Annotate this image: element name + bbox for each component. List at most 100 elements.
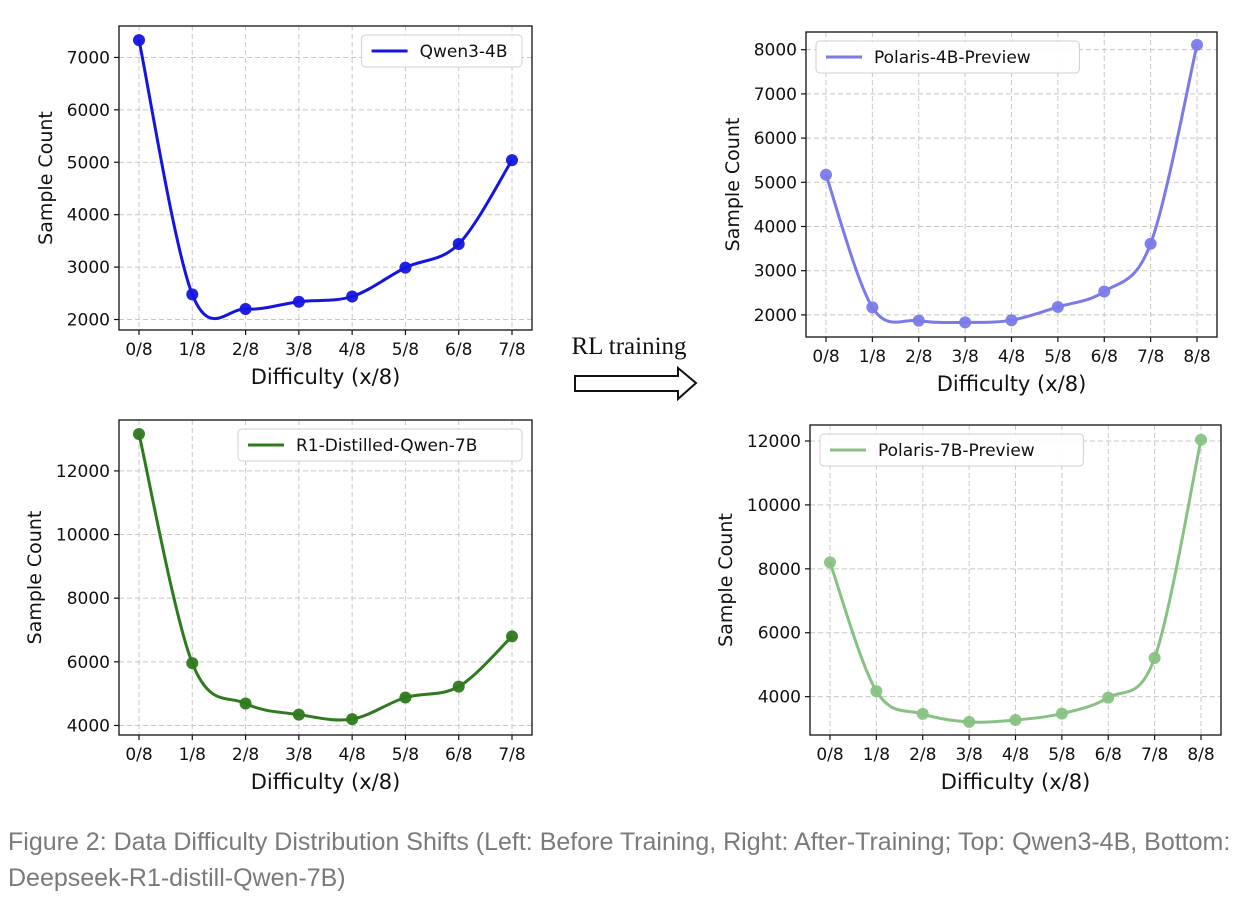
x-tick-label: 2/8 (909, 745, 936, 765)
chart-polaris-4b-preview: 0/8 1/8 2/8 3/8 4/8 5/8 6/8 7/8 8/8 2000 3000 4000 5… (722, 31, 1218, 396)
y-tick-label: 4000 (754, 217, 797, 237)
legend-box (361, 34, 523, 68)
y-tick-label: 6000 (67, 101, 110, 121)
y-tick-label: 3000 (67, 258, 110, 278)
legend-box (819, 433, 1084, 467)
x-tick-label: 6/8 (445, 340, 472, 360)
data-point (1005, 314, 1018, 327)
data-point (820, 168, 832, 181)
data-point (824, 556, 836, 569)
x-tick-label: 5/8 (392, 745, 419, 765)
x-tick-label: 3/8 (285, 745, 312, 765)
x-tick-label: 0/8 (125, 340, 152, 360)
plot-area (119, 26, 532, 330)
legend: R1-Distilled-Qwen-7B (237, 428, 523, 462)
y-tick-label: 10000 (747, 496, 801, 516)
x-tick-label: 6/8 (1091, 347, 1118, 367)
x-tick-label: 7/8 (498, 340, 525, 360)
data-point (186, 288, 199, 301)
y-tick-label: 2000 (754, 306, 797, 326)
y-axis-label: Sample Count (35, 111, 57, 245)
x-axis-label: Difficulty (x/8) (251, 365, 401, 389)
legend-box (815, 40, 1080, 74)
x-tick-label: 1/8 (859, 347, 886, 367)
y-tick-label: 4000 (67, 716, 110, 736)
data-point (1102, 691, 1115, 704)
legend-label: R1-Distilled-Qwen-7B (296, 436, 477, 456)
x-axis-label: Difficulty (x/8) (251, 770, 401, 794)
y-tick-label: 5000 (754, 173, 797, 193)
x-tick-label: 5/8 (392, 340, 419, 360)
x-axis-label: Difficulty (x/8) (937, 372, 1087, 396)
data-point (186, 657, 199, 670)
y-tick-label: 8000 (754, 41, 797, 61)
x-tick-label: 3/8 (951, 347, 978, 367)
y-tick-label: 4000 (758, 688, 801, 708)
data-point (292, 708, 305, 721)
chart-qwen3-4b: 0/8 1/8 2/8 3/8 4/8 5/8 6/8 7/8 2000 3000 4000 5000… (35, 25, 533, 389)
data-point (292, 295, 305, 308)
data-point (239, 303, 252, 316)
data-point (1098, 285, 1111, 298)
y-tick-label: 7000 (67, 48, 110, 68)
data-point (1055, 707, 1068, 720)
data-point (452, 238, 465, 251)
data-point (399, 261, 412, 274)
data-point (506, 630, 518, 643)
plot-area (119, 420, 532, 735)
y-tick-label: 6000 (758, 624, 801, 644)
figure-canvas: 0/8 1/8 2/8 3/8 4/8 5/8 6/8 7/8 2000 3000 4000 5000… (24, 25, 1222, 794)
x-tick-label: 6/8 (445, 745, 472, 765)
y-tick-label: 3000 (754, 262, 797, 282)
data-point (506, 154, 518, 167)
y-tick-label: 8000 (67, 589, 110, 609)
y-tick-label: 5000 (67, 153, 110, 173)
y-axis-label: Sample Count (715, 513, 737, 647)
data-point (916, 707, 929, 720)
x-tick-label: 8/8 (1183, 347, 1210, 367)
x-tick-label: 2/8 (232, 340, 259, 360)
data-point (239, 697, 252, 710)
y-tick-label: 2000 (67, 311, 110, 331)
y-axis-label: Sample Count (722, 118, 744, 252)
x-tick-label: 0/8 (812, 347, 839, 367)
y-tick-label: 7000 (754, 85, 797, 105)
chart-polaris-7b-preview: 0/8 1/8 2/8 3/8 4/8 5/8 6/8 7/8 8/8 4000 6000 8000 1… (715, 424, 1222, 794)
axes-frame (118, 25, 533, 331)
data-point (866, 301, 879, 314)
y-axis-label: Sample Count (24, 511, 46, 645)
chart-r1-distilled-qwen-7b: 0/8 1/8 2/8 3/8 4/8 5/8 6/8 7/8 4000 6000 8000 1000… (24, 419, 533, 794)
data-point (133, 34, 145, 47)
legend-label: Polaris-4B-Preview (874, 48, 1031, 68)
x-tick-label: 0/8 (125, 745, 152, 765)
legend: Polaris-7B-Preview (819, 433, 1084, 467)
legend: Polaris-4B-Preview (815, 40, 1080, 74)
data-point (399, 691, 412, 704)
x-tick-label: 7/8 (1141, 745, 1168, 765)
y-tick-label: 12000 (56, 462, 110, 482)
right-arrow-icon (574, 365, 698, 402)
x-tick-label: 4/8 (998, 347, 1025, 367)
x-tick-label: 1/8 (863, 745, 890, 765)
x-tick-label: 1/8 (179, 340, 206, 360)
x-tick-label: 5/8 (1048, 745, 1075, 765)
y-tick-label: 10000 (56, 526, 110, 546)
x-tick-label: 4/8 (338, 340, 365, 360)
data-point (1195, 433, 1207, 446)
x-tick-label: 7/8 (498, 745, 525, 765)
y-tick-label: 6000 (754, 129, 797, 149)
legend-box (237, 428, 523, 462)
data-point (1009, 713, 1022, 726)
x-tick-label: 8/8 (1187, 745, 1214, 765)
y-tick-label: 12000 (747, 432, 801, 452)
data-point (346, 290, 359, 303)
data-point (1051, 300, 1064, 313)
x-axis-label: Difficulty (x/8) (941, 770, 1091, 794)
figure-caption: Figure 2: Data Difficulty Distribution S… (8, 828, 1231, 892)
x-tick-label: 6/8 (1095, 745, 1122, 765)
data-point (870, 685, 883, 698)
x-tick-label: 2/8 (905, 347, 932, 367)
y-tick-label: 4000 (67, 206, 110, 226)
y-tick-label: 8000 (758, 560, 801, 580)
data-point (452, 680, 465, 693)
